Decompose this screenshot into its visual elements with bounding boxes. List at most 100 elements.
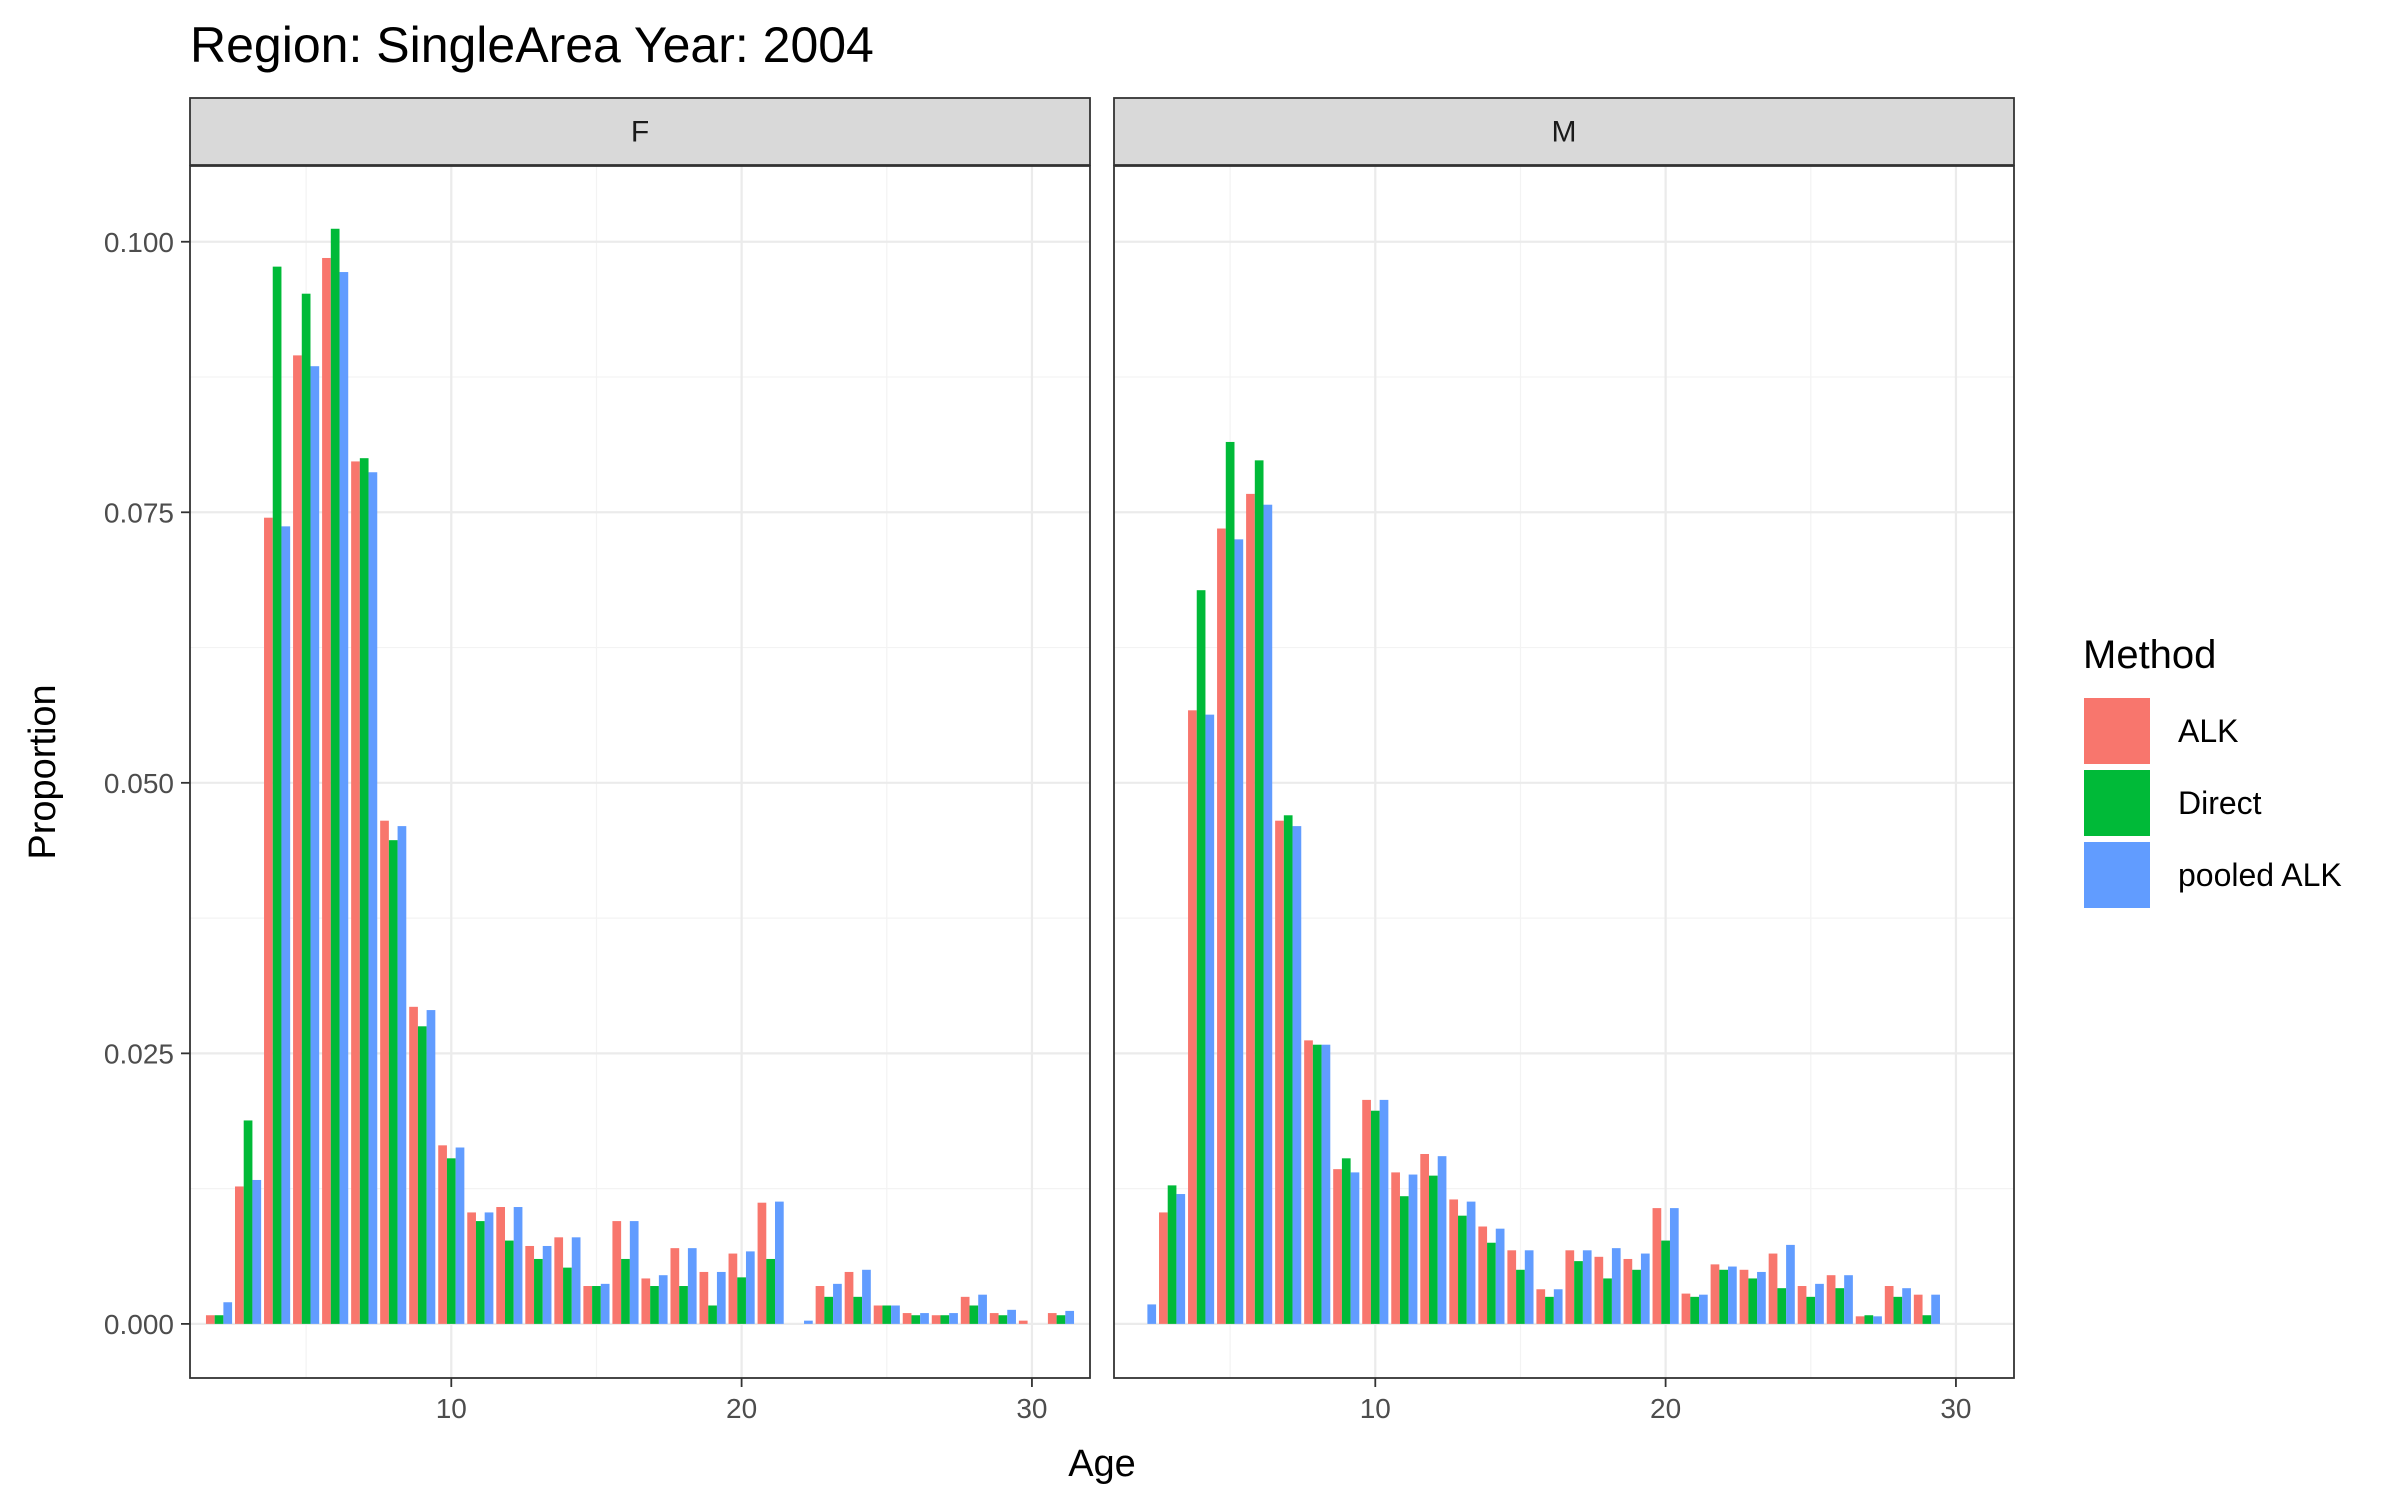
bar-f-direct-age-24: [853, 1296, 863, 1324]
bar-f-direct-age-15: [592, 1286, 601, 1324]
bar-f-pooled-alk-age-22: [804, 1320, 813, 1324]
bar-m-alk-age-28: [1884, 1286, 1894, 1324]
bar-f-alk-age-31: [1047, 1313, 1057, 1324]
bar-f-direct-age-17: [650, 1286, 659, 1324]
bar-f-alk-age-6: [322, 257, 331, 1324]
bar-m-direct-age-11: [1399, 1196, 1409, 1324]
bar-f-alk-age-21: [757, 1202, 767, 1324]
bar-m-direct-age-26: [1835, 1288, 1845, 1324]
bar-m-direct-age-15: [1516, 1269, 1525, 1324]
bar-m-alk-age-20: [1652, 1208, 1662, 1324]
bar-m-pooled-alk-age-27: [1873, 1316, 1882, 1324]
bar-f-pooled-alk-age-9: [426, 1010, 436, 1324]
bar-f-direct-age-14: [563, 1267, 572, 1324]
bar-m-pooled-alk-age-23: [1757, 1271, 1766, 1324]
legend-swatch: [2084, 698, 2150, 764]
legend-label: ALK: [2178, 713, 2238, 749]
bar-f-alk-age-8: [380, 820, 389, 1324]
bar-f-direct-age-2: [214, 1315, 224, 1324]
bar-m-direct-age-13: [1458, 1215, 1467, 1324]
bar-m-alk-age-11: [1391, 1172, 1400, 1324]
x-tick-label: 10: [436, 1393, 467, 1424]
bar-f-pooled-alk-age-14: [571, 1237, 581, 1324]
bar-m-alk-age-9: [1333, 1169, 1342, 1324]
bar-m-direct-age-9: [1341, 1158, 1351, 1324]
x-tick-label: 30: [1016, 1393, 1047, 1424]
bar-m-pooled-alk-age-16: [1553, 1289, 1563, 1324]
bar-m-direct-age-28: [1893, 1296, 1903, 1324]
bar-m-direct-age-22: [1719, 1269, 1729, 1324]
bar-m-pooled-alk-age-18: [1611, 1248, 1621, 1324]
y-axis-title: Proportion: [22, 684, 64, 859]
bars: [1147, 441, 1940, 1324]
legend-label: Direct: [2178, 785, 2262, 821]
bar-f-direct-age-8: [388, 840, 398, 1324]
bar-m-alk-age-12: [1420, 1153, 1429, 1324]
bar-f-alk-age-14: [554, 1237, 564, 1324]
bars: [205, 228, 1075, 1324]
bar-m-pooled-alk-age-19: [1640, 1253, 1650, 1324]
bar-m-alk-age-3: [1159, 1212, 1168, 1324]
bar-m-direct-age-8: [1312, 1044, 1322, 1324]
bar-m-alk-age-8: [1304, 1040, 1313, 1324]
bar-f-pooled-alk-age-4: [281, 526, 291, 1324]
bar-m-pooled-alk-age-15: [1524, 1250, 1534, 1324]
bar-m-alk-age-22: [1710, 1264, 1720, 1324]
bar-m-alk-age-23: [1739, 1269, 1749, 1324]
bar-f-direct-age-13: [534, 1258, 543, 1324]
bar-f-alk-age-23: [815, 1286, 825, 1324]
bar-f-alk-age-20: [728, 1253, 738, 1324]
bar-f-pooled-alk-age-24: [862, 1269, 871, 1324]
bar-m-direct-age-29: [1922, 1315, 1932, 1324]
bar-f-alk-age-26: [902, 1313, 912, 1324]
bar-f-pooled-alk-age-18: [687, 1248, 697, 1324]
bar-f-alk-age-25: [873, 1305, 883, 1324]
bar-f-alk-age-13: [525, 1245, 535, 1324]
bar-f-alk-age-27: [931, 1315, 941, 1324]
bar-m-pooled-alk-age-22: [1728, 1266, 1737, 1324]
y-tick-label: 0.100: [104, 227, 174, 258]
y-tick-label: 0.025: [104, 1038, 174, 1069]
bar-m-direct-age-19: [1632, 1269, 1641, 1324]
panel-border: [189, 165, 1091, 1379]
bar-f-alk-age-10: [438, 1145, 447, 1324]
bar-f-direct-age-6: [330, 228, 340, 1324]
bar-f-alk-age-7: [351, 461, 360, 1324]
bar-f-pooled-alk-age-28: [978, 1294, 987, 1324]
bar-f-pooled-alk-age-5: [310, 366, 320, 1324]
bar-f-pooled-alk-age-2: [223, 1302, 233, 1324]
bar-m-alk-age-4: [1188, 710, 1197, 1324]
bar-m-alk-age-18: [1594, 1256, 1604, 1324]
legend-item-pooled-alk: pooled ALK: [2084, 842, 2342, 908]
bar-f-pooled-alk-age-19: [716, 1271, 726, 1324]
bar-m-pooled-alk-age-8: [1321, 1044, 1331, 1324]
facet-panel-f: F 10 20 30 0.000 0.025 0.050 0.075 0.100: [104, 97, 1091, 1424]
bar-f-direct-age-28: [969, 1305, 979, 1324]
bar-m-direct-age-25: [1806, 1296, 1816, 1324]
bar-m-direct-age-12: [1429, 1175, 1438, 1324]
bar-m-direct-age-4: [1196, 590, 1206, 1324]
bar-m-alk-age-14: [1478, 1226, 1488, 1324]
bar-f-direct-age-11: [475, 1221, 485, 1324]
bar-f-alk-age-15: [583, 1286, 593, 1324]
legend-item-alk: ALK: [2084, 698, 2238, 764]
legend-item-direct: Direct: [2084, 770, 2262, 836]
bar-m-direct-age-21: [1690, 1296, 1699, 1324]
bar-f-direct-age-3: [243, 1120, 253, 1324]
bar-m-alk-age-7: [1275, 820, 1284, 1324]
bar-f-direct-age-26: [911, 1315, 921, 1324]
bar-f-alk-age-24: [844, 1271, 854, 1324]
bar-m-pooled-alk-age-29: [1931, 1294, 1940, 1324]
bar-f-direct-age-27: [940, 1315, 950, 1324]
bar-f-pooled-alk-age-7: [368, 472, 378, 1324]
facet-strip: [189, 97, 1091, 166]
x-tick-label: 30: [1940, 1393, 1971, 1424]
bar-f-direct-age-23: [824, 1296, 834, 1324]
bar-f-alk-age-9: [409, 1006, 418, 1324]
bar-m-direct-age-17: [1574, 1261, 1583, 1324]
bar-f-pooled-alk-age-12: [513, 1207, 523, 1324]
bar-m-direct-age-7: [1283, 815, 1293, 1324]
bar-f-direct-age-7: [359, 458, 369, 1324]
bar-m-alk-age-16: [1536, 1289, 1546, 1324]
bar-f-alk-age-19: [699, 1271, 709, 1324]
